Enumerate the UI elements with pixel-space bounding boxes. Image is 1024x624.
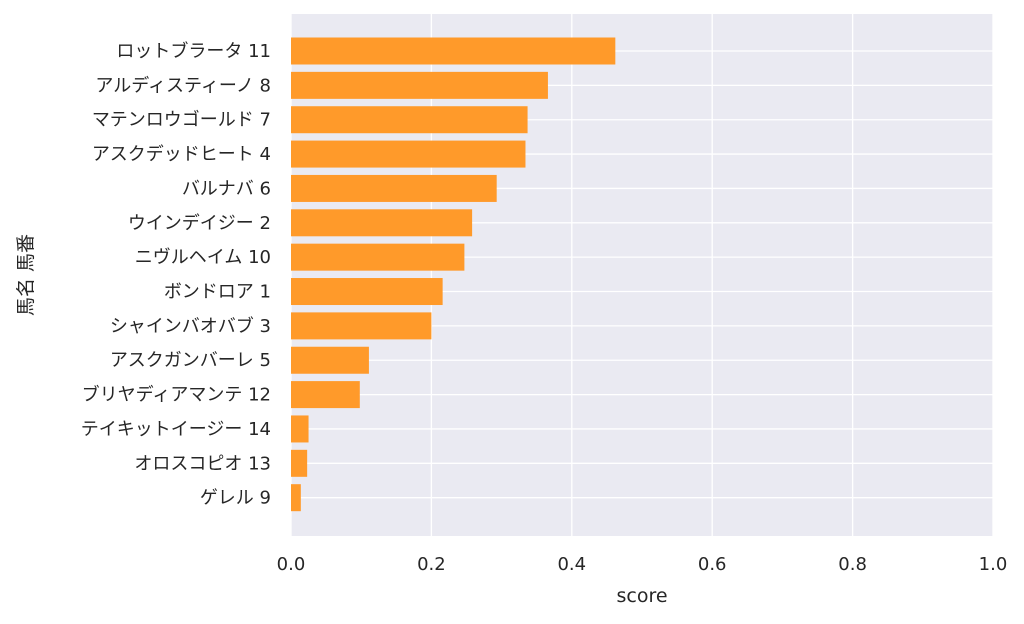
y-tick-label: ボンドロア 1 xyxy=(164,282,271,303)
x-tick-labels: 0.0 0.2 0.4 0.6 0.8 1.0 xyxy=(277,554,1008,575)
y-tick-label: シャインバオバブ 3 xyxy=(110,315,271,337)
bar xyxy=(291,209,473,237)
bar xyxy=(291,449,308,477)
y-tick-label: オロスコピオ 13 xyxy=(134,453,271,474)
bar xyxy=(291,484,301,512)
y-tick-label: アスクガンバーレ 5 xyxy=(110,350,271,371)
bar xyxy=(291,312,432,340)
bars xyxy=(291,37,616,512)
x-tick-label: 0.4 xyxy=(557,554,586,575)
y-tick-label: ロットブラータ 11 xyxy=(116,40,271,62)
x-tick-label: 0.0 xyxy=(277,554,306,575)
y-tick-label: ウインデイジー 2 xyxy=(128,213,271,234)
y-tick-label: アルディスティーノ 8 xyxy=(95,75,271,96)
x-tick-label: 0.2 xyxy=(417,554,446,575)
x-tick-label: 1.0 xyxy=(979,554,1008,575)
y-tick-label: テイキットイージー 14 xyxy=(81,419,271,440)
y-tick-label: ニヴルヘイム 10 xyxy=(135,247,271,268)
bar xyxy=(291,415,309,443)
plot-background xyxy=(291,14,993,536)
bar xyxy=(291,243,465,271)
x-tick-label: 0.8 xyxy=(838,554,867,575)
bar xyxy=(291,71,548,99)
y-tick-label: アスクデッドヒート 4 xyxy=(92,144,271,165)
y-tick-label: ブリヤディアマンテ 12 xyxy=(82,384,271,406)
y-tick-label: バルナバ 6 xyxy=(182,178,271,199)
bar xyxy=(291,278,443,306)
bar xyxy=(291,381,360,409)
bar xyxy=(291,174,497,202)
bar xyxy=(291,140,526,168)
y-tick-labels: ロットブラータ 11 アルディスティーノ 8 マテンロウゴールド 7 アスクデッドヒー… xyxy=(81,40,271,509)
bar xyxy=(291,346,369,374)
x-axis-title: score xyxy=(616,585,667,607)
y-tick-label: ゲレル 9 xyxy=(200,488,271,509)
bar xyxy=(291,37,616,65)
y-axis-title: 馬名 馬番 xyxy=(15,234,37,316)
y-tick-label: マテンロウゴールド 7 xyxy=(92,110,271,131)
x-tick-label: 0.6 xyxy=(698,554,727,575)
bar xyxy=(291,106,528,134)
